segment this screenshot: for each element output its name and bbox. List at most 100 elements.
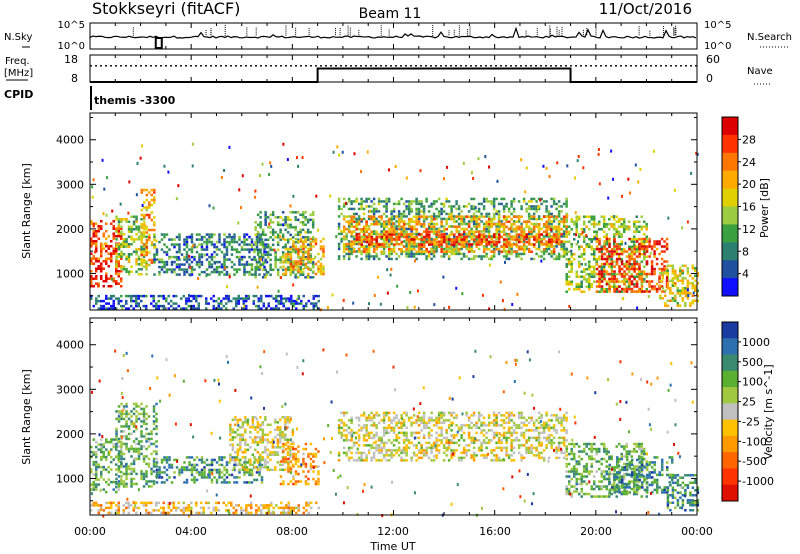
heatmap-cell — [153, 196, 156, 199]
heatmap-speck — [585, 233, 588, 237]
heatmap-cell — [143, 206, 146, 209]
heatmap-cell — [562, 230, 566, 233]
heatmap-cell — [140, 432, 143, 436]
heatmap-cell — [477, 202, 481, 206]
heatmap-cell — [233, 466, 236, 469]
heatmap-cell — [472, 233, 476, 236]
heatmap-cell — [140, 472, 143, 476]
heatmap-cell — [223, 258, 226, 261]
colorbar-segment — [722, 117, 738, 136]
heatmap-cell — [635, 282, 639, 286]
heatmap-cell — [220, 476, 224, 479]
heatmap-cell — [465, 205, 468, 208]
heatmap-cell — [102, 468, 105, 471]
heatmap-cell — [527, 225, 531, 229]
heatmap-cell — [153, 216, 156, 219]
heatmap-cell — [125, 470, 128, 473]
heatmap-cell — [117, 259, 120, 263]
heatmap-cell — [681, 279, 685, 283]
heatmap-cell — [627, 225, 631, 229]
heatmap-cell — [198, 243, 201, 246]
heatmap-cell — [289, 273, 292, 277]
heatmap-cell — [137, 297, 140, 300]
heatmap-speck — [105, 213, 108, 217]
heatmap-cell — [322, 267, 325, 271]
heatmap-cell — [455, 247, 458, 251]
heatmap-cell — [190, 463, 194, 467]
heatmap-cell — [582, 223, 586, 226]
heatmap-cell — [620, 225, 623, 229]
heatmap-cell — [223, 478, 226, 482]
heatmap-cell — [120, 253, 123, 256]
heatmap-cell — [393, 233, 396, 236]
heatmap-cell — [142, 485, 146, 488]
heatmap-cell — [254, 228, 257, 232]
heatmap-cell — [367, 217, 371, 221]
heatmap-cell — [645, 250, 649, 253]
heatmap-cell — [500, 223, 503, 226]
heatmap-cell — [95, 242, 98, 245]
heatmap-cell — [403, 235, 406, 239]
heatmap-cell — [562, 232, 566, 236]
heatmap-cell — [377, 215, 381, 219]
heatmap-cell — [150, 193, 154, 197]
heatmap-cell — [492, 255, 496, 258]
heatmap-cell — [311, 261, 315, 264]
heatmap-cell — [550, 197, 553, 201]
heatmap-cell — [527, 207, 531, 211]
heatmap-cell — [317, 260, 320, 263]
heatmap-speck — [261, 162, 264, 166]
heatmap-cell — [263, 250, 266, 254]
heatmap-cell — [437, 228, 441, 231]
heatmap-cell — [457, 225, 461, 229]
heatmap-cell — [220, 250, 224, 254]
heatmap-cell — [258, 473, 261, 477]
heatmap-cell — [262, 302, 265, 305]
heatmap-cell — [309, 260, 313, 263]
heatmap-cell — [472, 240, 476, 243]
heatmap-cell — [135, 228, 138, 231]
y-tick-label: 4000 — [56, 134, 84, 147]
heatmap-cell — [555, 255, 558, 258]
heatmap-cell — [304, 262, 308, 266]
heatmap-cell — [415, 252, 418, 256]
heatmap-cell — [460, 220, 463, 224]
heatmap-cell — [155, 471, 159, 474]
heatmap-cell — [122, 480, 126, 483]
heatmap-cell — [299, 260, 303, 263]
heatmap-cell — [135, 304, 138, 308]
heatmap-cell — [306, 266, 310, 269]
heatmap-cell — [117, 253, 121, 256]
heatmap-cell — [145, 455, 148, 458]
heatmap-speck — [106, 176, 109, 180]
heatmap-cell — [245, 248, 249, 251]
heatmap-cell — [442, 230, 446, 233]
heatmap-cell — [689, 292, 692, 295]
heatmap-cell — [160, 260, 164, 264]
heatmap-cell — [492, 250, 496, 254]
heatmap-cell — [281, 211, 285, 214]
heatmap-cell — [259, 266, 262, 269]
heatmap-cell — [195, 307, 198, 310]
heatmap-cell — [107, 247, 110, 250]
heatmap-cell — [289, 252, 293, 256]
heatmap-cell — [284, 257, 288, 261]
heatmap-cell — [540, 240, 543, 244]
heatmap-cell — [605, 290, 608, 294]
heatmap-cell — [137, 304, 140, 308]
heatmap-cell — [430, 205, 433, 208]
heatmap-speck — [254, 189, 257, 193]
heatmap-cell — [117, 475, 121, 478]
heatmap-cell — [648, 280, 651, 283]
heatmap-cell — [420, 238, 424, 241]
heatmap-cell — [158, 258, 161, 261]
heatmap-cell — [565, 290, 568, 294]
heatmap-cell — [422, 225, 426, 229]
heatmap-cell — [402, 232, 406, 236]
heatmap-cell — [175, 258, 179, 261]
heatmap-speck — [238, 188, 241, 192]
heatmap-cell — [452, 235, 456, 238]
heatmap-cell — [100, 269, 103, 273]
heatmap-cell — [630, 280, 634, 283]
heatmap-cell — [582, 215, 586, 219]
